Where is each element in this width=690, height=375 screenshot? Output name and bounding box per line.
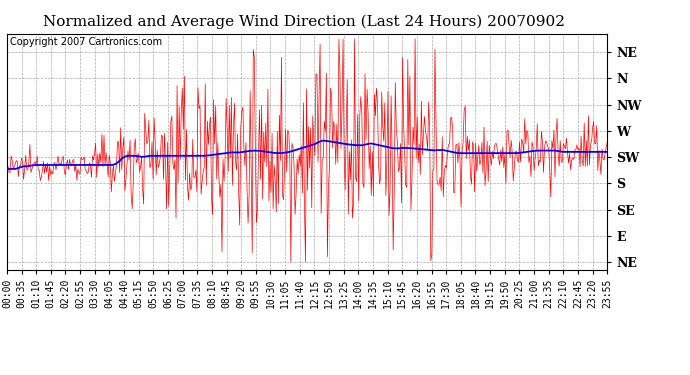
Text: Copyright 2007 Cartronics.com: Copyright 2007 Cartronics.com — [10, 37, 162, 47]
Text: Normalized and Average Wind Direction (Last 24 Hours) 20070902: Normalized and Average Wind Direction (L… — [43, 15, 564, 29]
